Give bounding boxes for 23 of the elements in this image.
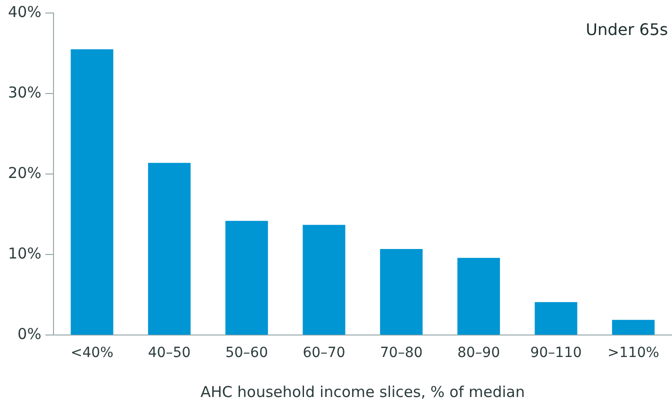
- x-tick-label: 70–80: [380, 345, 423, 362]
- x-axis-title: AHC household income slices, % of median: [200, 382, 525, 401]
- bar: [534, 302, 578, 335]
- x-tick-label: 60–70: [302, 345, 346, 362]
- y-tick-label: 30%: [8, 83, 42, 102]
- y-tick-label: 20%: [8, 164, 42, 182]
- bar: [225, 220, 268, 335]
- bar: [457, 258, 500, 335]
- bar: [380, 249, 423, 335]
- y-tick-label: 10%: [8, 244, 42, 263]
- x-tick-label: 40–50: [148, 345, 191, 362]
- annotation: Under 65s: [586, 20, 668, 39]
- bar: [70, 49, 114, 335]
- x-tick-label: <40%: [70, 345, 114, 362]
- x-tick-label: 90–110: [530, 345, 582, 362]
- bar: [302, 224, 346, 335]
- x-tick-label: 80–90: [457, 345, 500, 362]
- bar: [148, 162, 191, 335]
- x-tick-label: 50–60: [225, 345, 268, 362]
- y-tick-label: 40%: [8, 2, 42, 21]
- y-tick-label: 0%: [18, 325, 42, 344]
- bar: [612, 320, 655, 335]
- x-tick-label: >110%: [607, 345, 660, 362]
